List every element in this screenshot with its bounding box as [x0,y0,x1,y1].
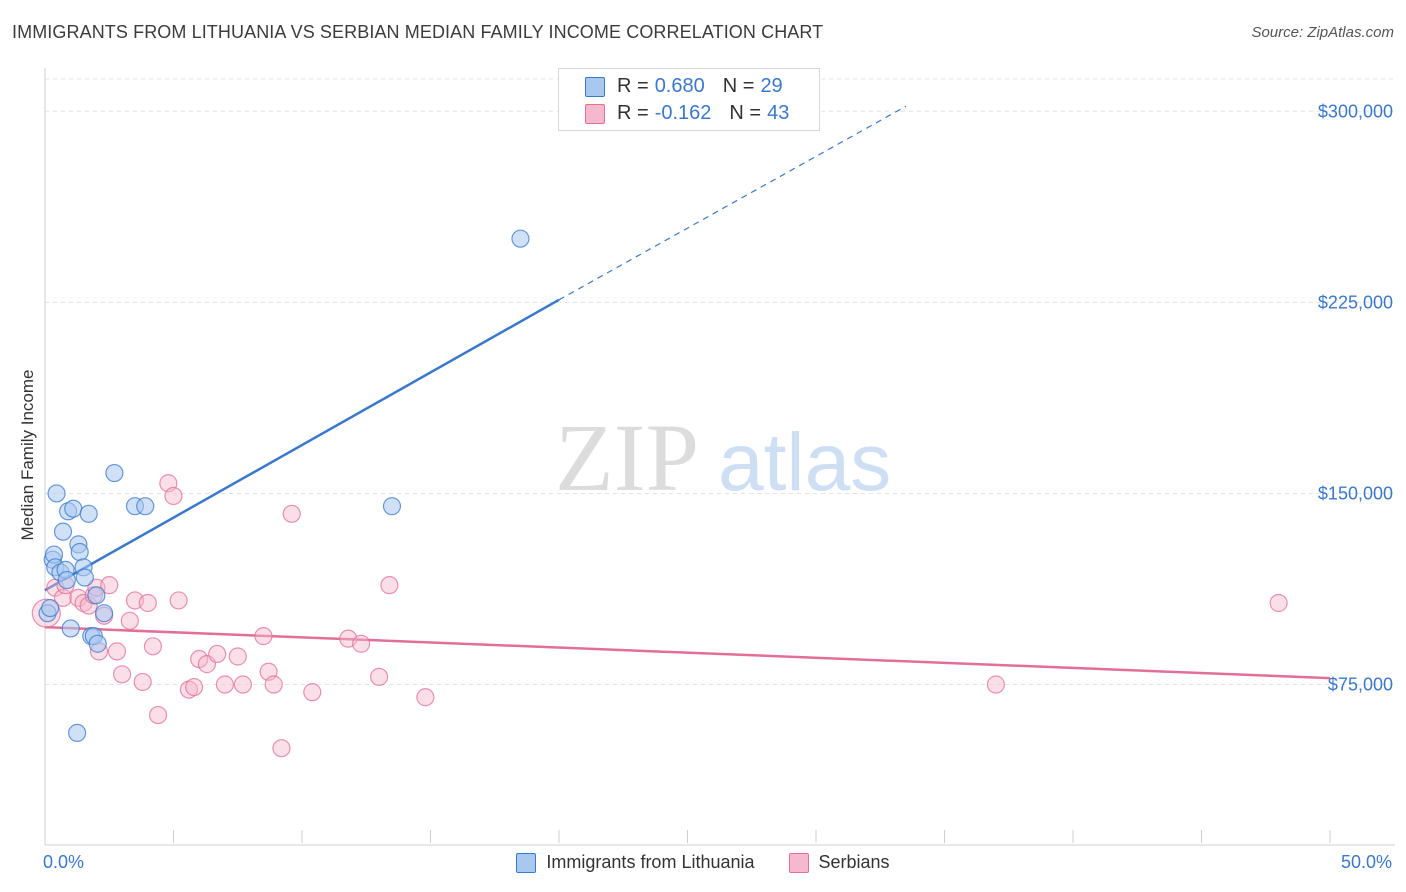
y-tick-label: $75,000 [1328,675,1393,695]
gridlines [45,78,1395,686]
legend-n-value: 29 [760,75,783,97]
series-swatch-blue [516,852,537,873]
point-serbians [303,683,322,702]
x-tick-min: 0.0% [43,852,85,872]
point-serbians [169,591,188,610]
axes [44,68,1395,846]
source-label: Source: ZipAtlas.com [1251,24,1394,41]
point-serbians [112,665,132,684]
point-serbians [143,637,163,656]
y-axis-label: Median Family Income [18,369,37,541]
trend-line-serbians [44,625,1331,680]
series-legend-serbians: Serbians [788,852,890,873]
legend-n-label: N = [722,75,755,97]
point-lithuania [87,586,106,605]
point-serbians [69,588,88,607]
point-lithuania [64,499,83,518]
legend-r-value: 0.680 [654,75,705,97]
y-tick-label: $225,000 [1318,292,1393,312]
point-serbians [1269,593,1288,613]
point-serbians [370,667,389,686]
point-lithuania [136,497,155,516]
point-serbians [179,680,199,699]
point-lithuania [53,522,73,541]
point-lithuania [95,604,114,623]
y-tick-label: $300,000 [1318,101,1393,121]
point-serbians [352,634,371,653]
data-points [31,229,1288,758]
correlation-legend: R = 0.680 N = 29 R = -0.162 N = 43 [558,68,820,131]
series-label-lithuania: Immigrants from Lithuania [546,852,755,872]
point-lithuania [88,634,107,653]
series-swatch-pink [788,852,809,873]
point-lithuania [68,723,87,743]
y-tick-label: $150,000 [1318,483,1393,503]
point-lithuania [57,570,76,590]
legend-n-value: 43 [767,102,790,124]
trend-line-extension [558,105,907,301]
watermark: ZIP atlas [555,404,891,511]
point-serbians [228,647,247,666]
point-serbians [215,675,234,694]
point-lithuania [511,229,530,248]
point-lithuania [61,619,80,638]
point-lithuania [70,542,89,562]
point-serbians [184,677,204,697]
series-legend-lithuania: Immigrants from Lithuania [516,852,755,873]
legend-row-serbians: R = -0.162 N = 43 [585,102,789,125]
watermark-zip: ZIP [555,404,699,511]
point-serbians [416,688,435,707]
point-lithuania [105,463,124,483]
point-lithuania [382,497,402,516]
point-serbians [120,611,139,630]
series-legend: Immigrants from Lithuania Serbians [0,852,1406,873]
point-serbians [100,576,119,595]
series-label-serbians: Serbians [818,852,890,872]
x-tick-max: 50.0% [1340,852,1392,872]
point-serbians [986,675,1006,694]
trend-line-lithuania [44,298,560,592]
point-serbians [254,627,273,646]
watermark-atlas: atlas [718,417,891,508]
y-tick-labels: $75,000 $150,000 $225,000 $300,000 [1318,101,1393,694]
chart-title: IMMIGRANTS FROM LITHUANIA VS SERBIAN MED… [12,22,824,42]
point-serbians [164,486,183,506]
point-serbians [233,675,252,694]
legend-r-value: -0.162 [654,102,712,124]
point-serbians [107,642,127,661]
point-lithuania [47,484,66,503]
point-serbians [208,644,227,664]
point-lithuania [79,504,98,523]
legend-swatch-pink [585,103,605,124]
legend-r-label: R = [617,102,649,124]
point-serbians [272,739,291,758]
point-lithuania [41,598,60,618]
point-serbians [133,672,152,692]
point-serbians [138,593,157,613]
point-lithuania [75,568,94,587]
point-serbians [282,504,301,523]
point-serbians [380,576,399,595]
legend-swatch-blue [585,76,605,97]
trend-lines [44,105,1331,680]
legend-r-label: R = [617,75,649,97]
legend-row-lithuania: R = 0.680 N = 29 [585,75,783,98]
point-serbians [264,675,283,694]
legend-n-label: N = [729,102,762,124]
point-serbians [148,705,168,725]
